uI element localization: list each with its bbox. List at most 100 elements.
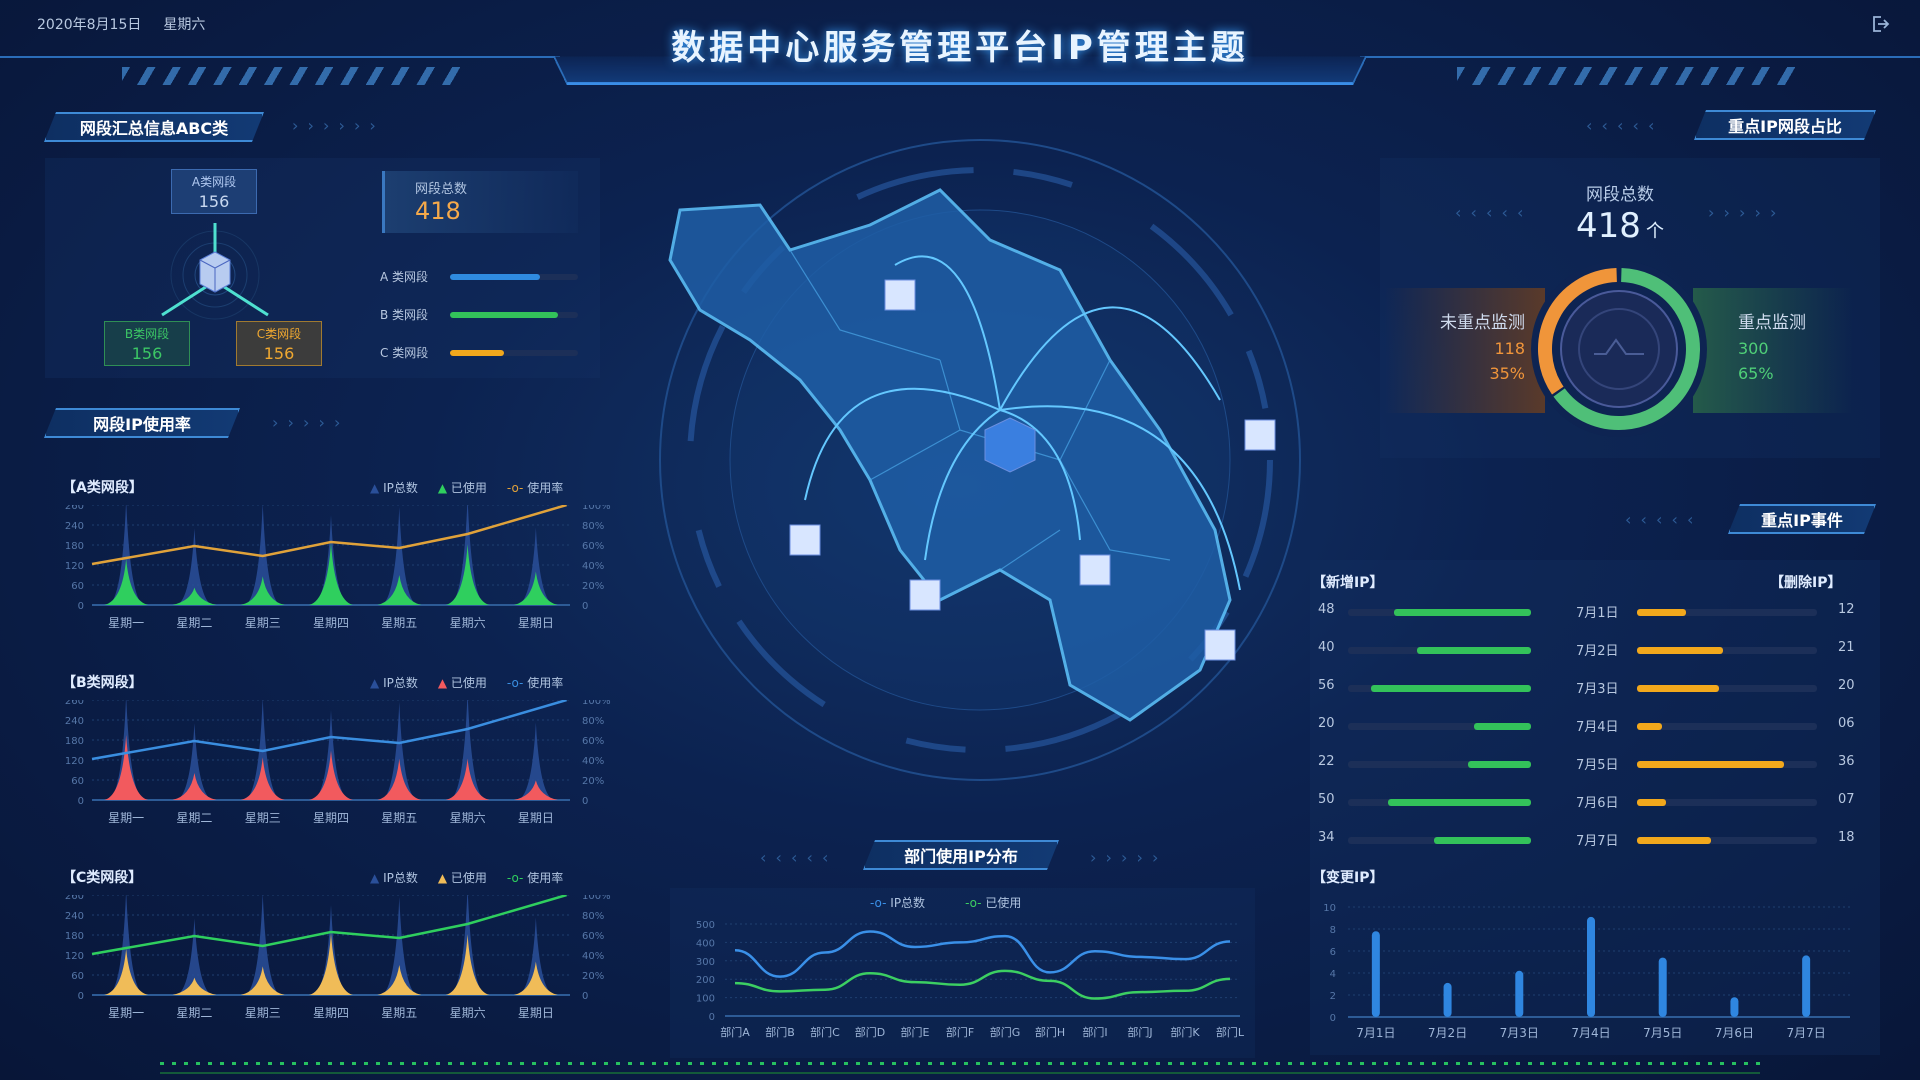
changed-ip-bar-chart: 0 2 4 6 8 10 7月1日 7月2日 7月3日 7月4日 7月5日 7月6日 7月7日 [1323, 903, 1850, 1040]
x-tick-label: 部门F [946, 1025, 974, 1039]
y2-tick-label: 60% [582, 736, 604, 747]
logout-icon[interactable] [1870, 14, 1890, 34]
legend-item: ▲ 已使用 [437, 676, 487, 690]
footer-line [160, 1072, 1760, 1074]
added-bar-fill [1416, 647, 1531, 654]
y2-tick-label: 0 [582, 601, 588, 612]
deleted-bar-fill [1637, 723, 1662, 730]
chart-title: 【C类网段】 [62, 870, 143, 886]
legend-label: IP总数 [383, 871, 418, 885]
y-tick-label: 60 [71, 581, 84, 592]
y2-tick-label: 100% [582, 505, 611, 512]
changed-ip-bar [1515, 970, 1524, 1017]
weekday-text: 星期六 [163, 17, 206, 33]
used-peak [377, 575, 422, 605]
event-date: 7月7日 [1576, 834, 1619, 849]
x-tick-label: 星期四 [313, 1006, 349, 1020]
y-tick-label: 0 [1330, 1013, 1336, 1024]
total-value: 418 [415, 197, 461, 225]
building-icon [1204, 629, 1236, 661]
x-tick-label: 7月1日 [1356, 1026, 1395, 1040]
used-peak [309, 543, 353, 605]
y2-tick-label: 80% [582, 716, 604, 727]
x-tick-label: 星期三 [245, 1006, 281, 1020]
legend-label: 已使用 [450, 481, 487, 495]
deleted-bar-track [1637, 799, 1817, 806]
y-tick-label: 120 [65, 951, 84, 962]
chart-legend: ▲ IP总数 ▲ 已使用 -o- 使用率 [370, 479, 563, 496]
building-icon [1079, 554, 1111, 586]
unmonitored-arc [1538, 268, 1618, 395]
deleted-bar-fill [1637, 685, 1719, 692]
deleted-bar-track [1637, 837, 1817, 844]
monitored-percent: 65% [1738, 364, 1774, 383]
changed-ip-bar [1443, 982, 1452, 1017]
header-stripes-right [1457, 67, 1802, 85]
x-tick-label: 星期日 [518, 811, 554, 825]
x-tick-label: 星期日 [518, 1006, 554, 1020]
dept-line-chart: 0 100 200 300 400 500 部门A 部门B 部门C 部门D 部门E 部门F 部门G 部门H… [696, 920, 1245, 1039]
changed-ip-bar [1802, 955, 1811, 1017]
added-bar-fill [1433, 837, 1531, 844]
y-tick-label: 120 [65, 561, 84, 572]
y-tick-label: 2 [1330, 991, 1336, 1002]
deleted-count: 07 [1838, 792, 1855, 807]
ratio-total: 418 个 [1520, 206, 1720, 246]
used-peak [104, 949, 149, 995]
x-tick-label: 星期一 [108, 811, 144, 825]
dept-series-line [734, 930, 1231, 978]
x-tick-label: 星期二 [176, 1006, 212, 1020]
monitored-block: 重点监测 300 65% [1693, 288, 1853, 413]
date-text: 2020年8月15日 [37, 17, 142, 33]
total-peak [108, 505, 145, 605]
legend-label: 已使用 [985, 896, 1022, 910]
ratio-panel-title: 重点IP网段占比 [1694, 110, 1876, 140]
segment-bar-label: C 类网段 [380, 346, 429, 360]
events-panel-title: 重点IP事件 [1728, 504, 1876, 534]
y-tick-label: 240 [65, 521, 84, 532]
monitored-label: 重点监测 [1738, 313, 1806, 333]
node-value: 156 [131, 344, 163, 363]
total-peak [517, 917, 554, 995]
dept-panel-title: 部门使用IP分布 [863, 840, 1059, 870]
x-tick-label: 部门L [1216, 1025, 1245, 1039]
segment-progress-bar [450, 350, 578, 356]
legend-label: IP总数 [890, 896, 926, 910]
deleted-bar-fill [1637, 609, 1687, 616]
legend-item: ▲ IP总数 [370, 871, 418, 885]
added-bar-track [1348, 685, 1531, 692]
province-map [659, 139, 1301, 781]
x-tick-label: 部门E [901, 1025, 930, 1039]
event-row: 22 7月5日 36 [1318, 754, 1858, 774]
donut-center [1560, 290, 1678, 408]
usage-panel-title: 网段IP使用率 [44, 408, 240, 438]
x-tick-label: 星期一 [108, 1006, 144, 1020]
ratio-total-label: 网段总数 [1586, 185, 1654, 205]
y-tick-label: 240 [65, 911, 84, 922]
deleted-bar-track [1637, 723, 1817, 730]
added-bar-fill [1393, 609, 1531, 616]
building-icons [789, 279, 1276, 661]
used-peak [377, 758, 422, 800]
used-peak [513, 571, 558, 605]
chevrons-right-icon: › › › › › [1708, 203, 1779, 222]
y-tick-label: 260 [65, 895, 84, 902]
used-peak [445, 934, 490, 995]
y2-tick-label: 80% [582, 521, 604, 532]
node-b-segment: B类网段 156 [104, 321, 190, 366]
added-bar-track [1348, 723, 1531, 730]
segment-progress-bar [450, 274, 578, 280]
date-display: 2020年8月15日 星期六 [37, 14, 227, 34]
ratio-total-unit: 个 [1646, 221, 1664, 242]
y-tick-label: 500 [696, 920, 715, 931]
chevrons-right-icon: › › › › › › [292, 116, 378, 135]
event-date: 7月2日 [1576, 644, 1619, 659]
chart-title: 【B类网段】 [62, 675, 143, 691]
node-a-segment: A类网段 156 [171, 169, 257, 214]
node-label: B类网段 [124, 327, 170, 341]
page-title: 数据中心服务管理平台IP管理主题 [671, 28, 1249, 68]
header-frame-right [1360, 56, 1920, 58]
deleted-bar-track [1637, 761, 1817, 768]
x-tick-label: 星期三 [245, 811, 281, 825]
footer-dots [160, 1062, 1760, 1065]
